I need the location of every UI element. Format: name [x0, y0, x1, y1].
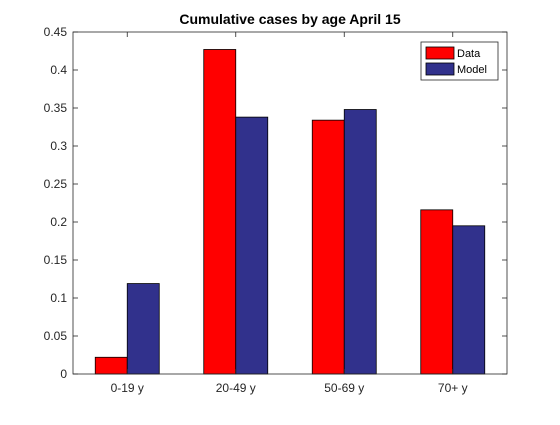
axes-box [72, 31, 508, 375]
bar-model-3 [343, 109, 377, 375]
y-tick-label: 0.3 [50, 139, 67, 153]
legend-label-model: Model [457, 64, 487, 76]
chart-title: Cumulative cases by age April 15 [179, 11, 400, 27]
axes-layer: 0 0.05 0.1 0.15 0.2 0.25 0.3 0.35 0.4 0.45 0-19 y 2… [44, 25, 508, 395]
legend-label-data: Data [457, 48, 481, 60]
x-tick-label: 0-19 y [111, 381, 144, 395]
bars-layer [94, 49, 486, 375]
bar-model-2 [235, 116, 269, 375]
bar-data-1 [94, 356, 128, 375]
y-tick-label: 0.15 [44, 253, 68, 267]
bar-data-3 [311, 119, 345, 375]
y-tick-label: 0.25 [44, 177, 68, 191]
bar-model-4 [452, 225, 486, 375]
bar-data-4 [420, 209, 454, 375]
x-tick-label: 70+ y [438, 381, 468, 395]
x-tick-label: 50-69 y [324, 381, 364, 395]
legend: Data Model [420, 41, 499, 81]
bar-data-2 [203, 49, 237, 375]
y-tick-label: 0.1 [50, 291, 67, 305]
legend-swatch-model [425, 62, 455, 76]
bar-model-1 [126, 283, 160, 375]
legend-swatch-data [425, 46, 455, 60]
y-tick-label: 0.05 [44, 329, 68, 343]
y-tick-label: 0.35 [44, 101, 68, 115]
x-tick-label: 20-49 y [216, 381, 256, 395]
y-tick-label: 0 [60, 367, 67, 381]
y-tick-label: 0.2 [50, 215, 67, 229]
y-tick-label: 0.45 [44, 25, 68, 39]
y-tick-label: 0.4 [50, 63, 67, 77]
